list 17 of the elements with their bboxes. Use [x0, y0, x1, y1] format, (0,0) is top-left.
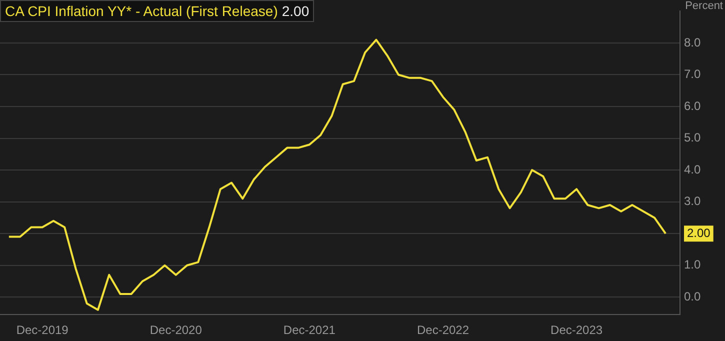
- y-tick-label: 3.0: [684, 194, 702, 208]
- y-axis-title: Percent: [685, 0, 723, 12]
- y-tick-label: 4.0: [684, 162, 702, 176]
- y-tick-label: 6.0: [684, 98, 702, 113]
- y-tick-label: 0.0: [684, 289, 702, 304]
- annotation: 2.00: [687, 226, 711, 240]
- chart-subtitle: 2.00: [282, 3, 310, 19]
- y-tick-label: 7.0: [684, 67, 702, 82]
- x-tick-label: Dec-2021: [283, 323, 336, 338]
- y-tick-label: 8.0: [684, 35, 702, 50]
- chart-title: CA CPI Inflation YY* - Actual (First Release): [5, 3, 278, 19]
- x-tick-label: Dec-2022: [416, 323, 470, 338]
- x-tick-label: Dec-2023: [550, 323, 603, 338]
- x-tick-label: Dec-2019: [16, 323, 69, 338]
- y-tick-label: 5.0: [684, 130, 702, 145]
- x-tick-label: Dec-2020: [150, 323, 202, 338]
- y-tick-label: 1.0: [684, 258, 702, 272]
